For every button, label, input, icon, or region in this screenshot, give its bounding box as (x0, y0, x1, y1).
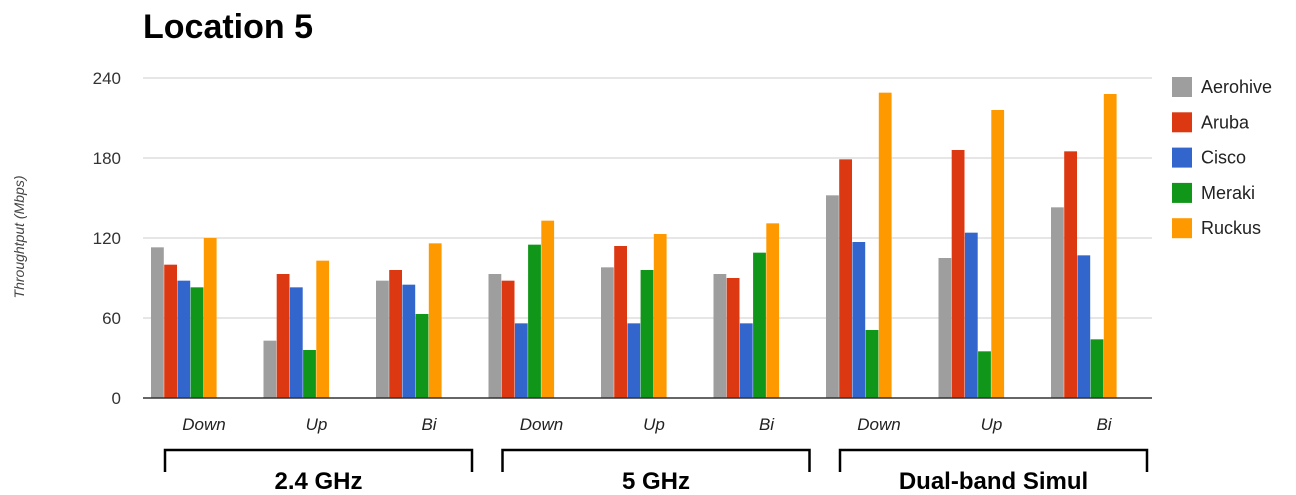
group-label: 2.4 GHz (274, 468, 362, 495)
legend-swatch (1172, 77, 1192, 97)
x-tick-label: Down (520, 415, 563, 434)
bar-ruckus (316, 260, 330, 398)
bar-ruckus (428, 243, 442, 398)
bar-cisco (1077, 255, 1091, 398)
y-axis-ticks: 0 60 120 180 240 (93, 69, 121, 408)
bar-cisco (627, 323, 641, 398)
bar-ruckus (1103, 94, 1117, 398)
bar-aruba (614, 246, 627, 398)
bar-ruckus (203, 238, 217, 398)
bar-meraki (865, 330, 879, 398)
bar-cisco (289, 287, 303, 398)
bar-meraki (978, 351, 991, 398)
x-tick-label: Bi (421, 415, 437, 434)
category-groups: 2.4 GHz 5 GHz Dual-band Simul (163, 448, 1149, 495)
bar-cisco (177, 280, 191, 398)
bar-aerohive (713, 274, 727, 398)
bar-meraki (190, 287, 204, 398)
y-tick-label: 180 (93, 149, 121, 168)
group-label: Dual-band Simul (899, 468, 1088, 495)
x-tick-label: Bi (759, 415, 775, 434)
legend-swatch (1172, 112, 1192, 133)
x-tick-label: Down (857, 415, 900, 434)
bar-ruckus (541, 220, 555, 398)
group-bracket (163, 448, 474, 472)
y-axis-label: Throughtput (Mbps) (11, 176, 27, 299)
x-axis-ticks: Down Up Bi Down Up Bi Down Up Bi (182, 415, 1113, 434)
bar-cisco (514, 323, 528, 398)
legend-label: Meraki (1201, 183, 1255, 203)
bar-meraki (528, 244, 541, 398)
legend-label: Cisco (1201, 148, 1246, 168)
legend: Aerohive Aruba Cisco Meraki Ruckus (1172, 77, 1272, 239)
bar-aerohive (938, 258, 952, 398)
bar-aruba (839, 159, 852, 398)
bar-aerohive (826, 195, 839, 398)
bar-aruba (276, 274, 290, 398)
bar-aruba (1064, 151, 1077, 398)
bar-ruckus (766, 223, 780, 398)
x-tick-label: Up (306, 415, 328, 434)
bar-aruba (951, 150, 965, 398)
bar-aerohive (1051, 207, 1064, 398)
bar-aerohive (376, 280, 389, 398)
legend-swatch (1172, 218, 1192, 239)
bar-meraki (640, 270, 654, 398)
bar-meraki (1090, 339, 1104, 398)
bar-meraki (303, 350, 316, 398)
bar-ruckus (991, 110, 1005, 398)
bar-aruba (164, 264, 177, 398)
legend-label: Aruba (1201, 112, 1250, 132)
bar-aerohive (151, 247, 164, 398)
x-tick-label: Up (643, 415, 665, 434)
x-tick-label: Bi (1096, 415, 1112, 434)
bars (151, 92, 1117, 399)
bar-aerohive (488, 274, 502, 398)
bar-aruba (726, 278, 740, 398)
bar-aruba (389, 270, 402, 398)
bar-cisco (964, 232, 978, 398)
x-tick-label: Down (182, 415, 225, 434)
bar-ruckus (878, 92, 892, 399)
group-label: 5 GHz (622, 468, 690, 495)
y-tick-label: 60 (102, 309, 121, 328)
bar-aerohive (601, 267, 614, 398)
y-tick-label: 0 (112, 389, 121, 408)
y-tick-label: 120 (93, 229, 121, 248)
chart-title: Location 5 (143, 8, 313, 46)
bar-cisco (739, 323, 753, 398)
group-bracket (838, 448, 1149, 472)
legend-label: Ruckus (1201, 218, 1261, 238)
bar-ruckus (653, 234, 667, 398)
x-tick-label: Up (981, 415, 1003, 434)
y-tick-label: 240 (93, 69, 121, 88)
bar-aruba (501, 280, 515, 398)
bar-cisco (402, 284, 416, 398)
group-bracket (501, 448, 811, 472)
bar-meraki (415, 314, 429, 398)
bar-meraki (753, 252, 766, 398)
legend-label: Aerohive (1201, 77, 1272, 97)
legend-swatch (1172, 147, 1192, 168)
bar-cisco (852, 242, 866, 398)
legend-swatch (1172, 182, 1192, 203)
bar-aerohive (263, 340, 277, 398)
